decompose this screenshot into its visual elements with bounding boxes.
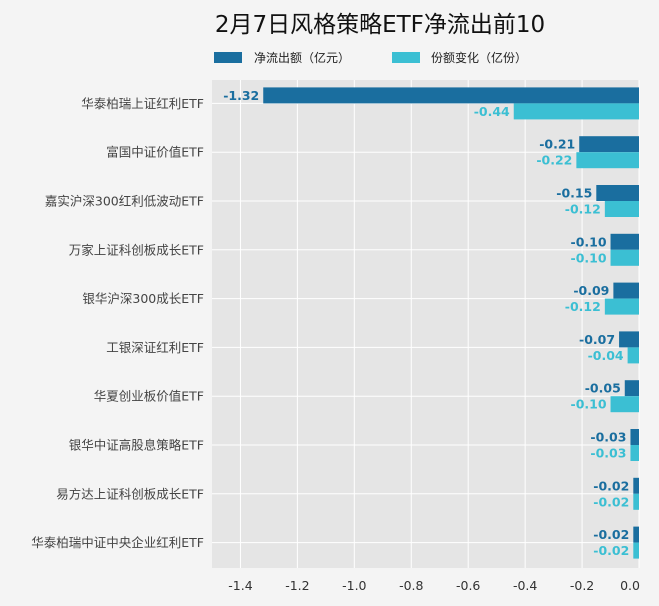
legend-swatch-net-outflow <box>214 52 242 63</box>
value-label-net-outflow: -0.03 <box>590 430 626 445</box>
bar-net-outflow <box>596 185 639 201</box>
value-label-net-outflow: -0.05 <box>585 381 621 396</box>
bar-share-change <box>610 249 639 266</box>
value-label-share-change: -0.22 <box>536 153 572 168</box>
bar-net-outflow <box>579 136 639 153</box>
bars <box>263 87 639 559</box>
category-labels: 华泰柏瑞上证红利ETF 富国中证价值ETF 嘉实沪深300红利低波动ETF 万家上证科… <box>31 96 204 550</box>
value-label-share-change: -0.44 <box>474 104 510 119</box>
value-label-net-outflow: -0.07 <box>579 332 615 347</box>
bar-net-outflow <box>624 380 639 397</box>
value-labels: -1.32-0.44-0.21-0.22-0.15-0.12-0.10-0.10… <box>223 88 629 558</box>
category-label: 万家上证科创板成长ETF <box>69 242 204 257</box>
bar-share-change <box>633 542 639 559</box>
plot-area <box>212 80 639 568</box>
bar-share-change <box>610 396 639 413</box>
bar-share-change <box>576 152 639 169</box>
x-tick-label: 0.0 <box>620 578 640 593</box>
category-label: 华泰柏瑞中证中央企业红利ETF <box>31 535 204 550</box>
bar-share-change <box>627 347 639 364</box>
bar-net-outflow <box>619 331 639 348</box>
value-label-share-change: -0.03 <box>590 446 626 461</box>
bar-share-change <box>630 445 639 461</box>
category-label: 嘉实沪深300红利低波动ETF <box>45 194 204 209</box>
legend: 净流出额（亿元） 份额变化（亿份） <box>214 50 527 65</box>
bar-net-outflow <box>263 87 639 104</box>
bar-share-change <box>513 103 639 120</box>
bar-share-change <box>604 201 639 217</box>
x-tick-label: -0.2 <box>570 578 594 593</box>
category-label: 工银深证红利ETF <box>106 340 204 355</box>
value-label-share-change: -0.10 <box>571 397 607 412</box>
bar-net-outflow <box>630 429 639 445</box>
value-label-share-change: -0.02 <box>593 543 629 558</box>
bar-share-change <box>604 298 639 315</box>
x-tick-label: -0.4 <box>513 578 537 593</box>
value-label-share-change: -0.12 <box>565 299 601 314</box>
x-tick-label: -1.2 <box>285 578 309 593</box>
category-label: 银华中证高股息策略ETF <box>69 438 204 453</box>
bar-net-outflow <box>613 282 639 299</box>
value-label-net-outflow: -1.32 <box>223 88 259 103</box>
bar-net-outflow <box>610 233 639 250</box>
x-tick-label: -1.0 <box>342 578 366 593</box>
value-label-net-outflow: -0.02 <box>593 478 629 493</box>
value-label-net-outflow: -0.09 <box>573 283 609 298</box>
x-tick-label: -0.8 <box>399 578 423 593</box>
x-tick-label: -0.6 <box>456 578 480 593</box>
chart-title: 2月7日风格策略ETF净流出前10 <box>215 12 545 38</box>
legend-label-share-change: 份额变化（亿份） <box>431 50 527 65</box>
value-label-net-outflow: -0.15 <box>556 186 592 201</box>
bar-share-change <box>633 493 639 510</box>
category-label: 富国中证价值ETF <box>106 145 204 160</box>
value-label-net-outflow: -0.02 <box>593 527 629 542</box>
bar-net-outflow <box>633 526 639 543</box>
x-axis-ticks: -1.4 -1.2 -1.0 -0.8 -0.6 -0.4 -0.2 0.0 <box>228 578 640 593</box>
legend-swatch-share-change <box>392 52 420 63</box>
category-label: 易方达上证科创板成长ETF <box>56 486 204 501</box>
value-label-share-change: -0.04 <box>588 348 624 363</box>
value-label-net-outflow: -0.10 <box>571 234 607 249</box>
bar-net-outflow <box>633 477 639 494</box>
x-tick-label: -1.4 <box>228 578 252 593</box>
gridlines <box>212 80 640 568</box>
value-label-net-outflow: -0.21 <box>539 137 575 152</box>
category-label: 银华沪深300成长ETF <box>82 291 204 306</box>
value-label-share-change: -0.12 <box>565 202 601 217</box>
category-label: 华夏创业板价值ETF <box>94 389 204 404</box>
value-label-share-change: -0.02 <box>593 494 629 509</box>
category-label: 华泰柏瑞上证红利ETF <box>81 96 204 111</box>
legend-label-net-outflow: 净流出额（亿元） <box>254 50 350 65</box>
value-label-share-change: -0.10 <box>571 250 607 265</box>
